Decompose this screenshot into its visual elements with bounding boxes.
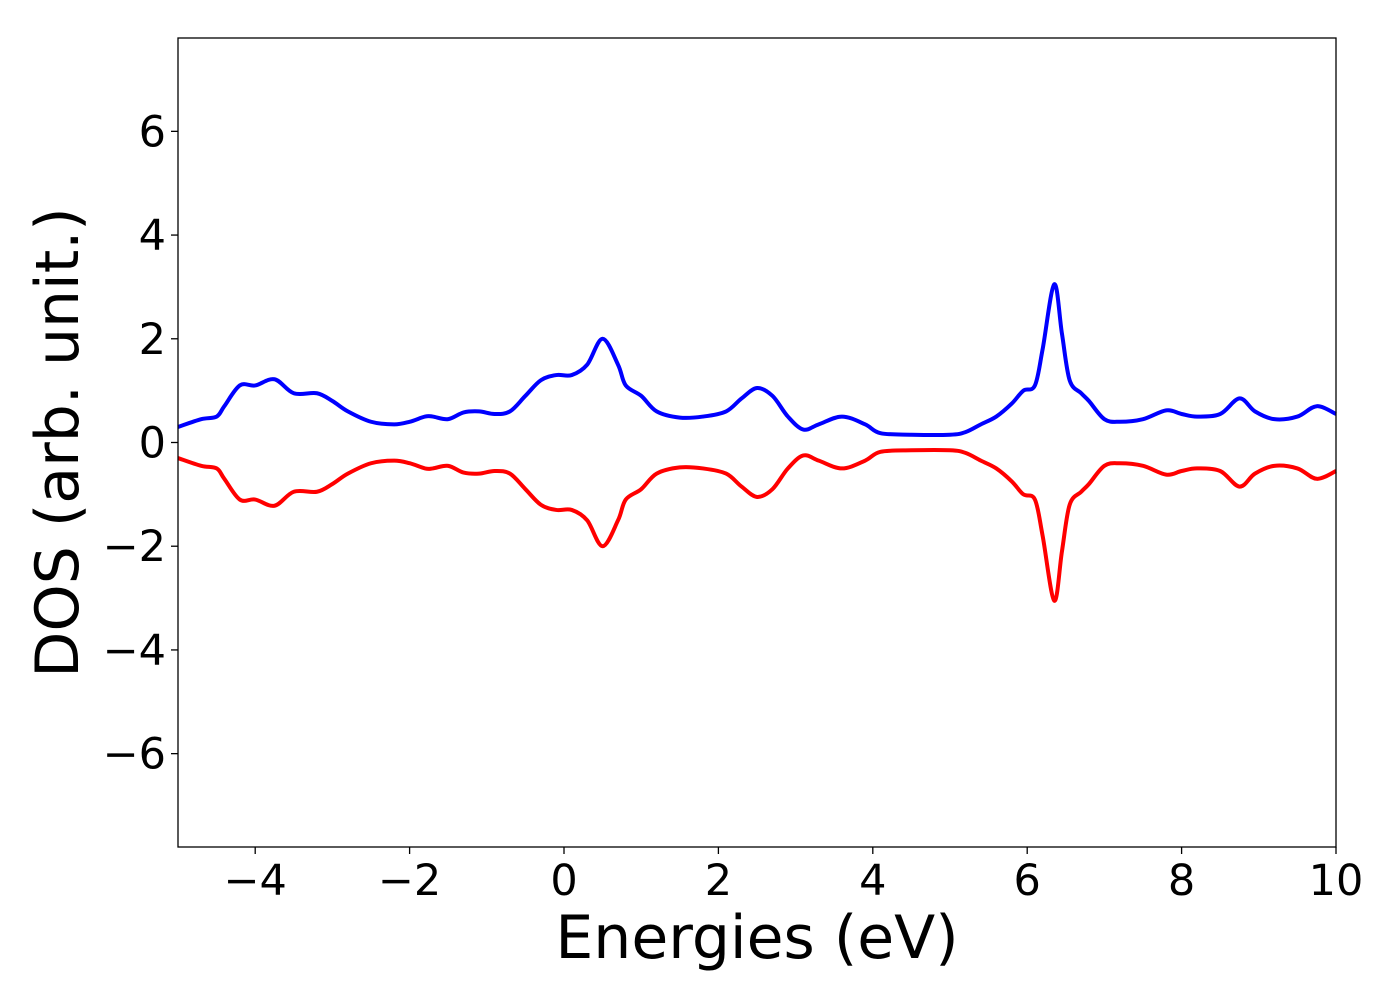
y-tick-label: 0 [139, 419, 166, 469]
y-axis-label: DOS (arb. unit.) [23, 207, 93, 677]
y-tick-label: −2 [103, 522, 166, 572]
x-tick-label: −4 [224, 856, 287, 906]
y-tick-label: −4 [103, 626, 166, 676]
x-axis-label: Energies (eV) [555, 903, 958, 973]
x-tick-label: 0 [550, 856, 577, 906]
y-tick-label: 4 [139, 211, 166, 261]
x-tick-label: −2 [378, 856, 441, 906]
dos-line-spin-down [177, 448, 1337, 603]
x-tick-label: 10 [1309, 856, 1364, 906]
ticks-layer: −4 −2 0 2 4 6 8 10 −6 −4 −2 0 2 4 6 [103, 107, 1364, 906]
x-tick-label: 4 [859, 856, 886, 906]
x-tick-label: 6 [1014, 856, 1041, 906]
x-tick-label: 8 [1168, 856, 1195, 906]
y-tick-label: 6 [139, 107, 166, 157]
y-tick-label: 2 [139, 315, 166, 365]
plot-frame [177, 37, 1337, 848]
x-tick-label: 2 [705, 856, 732, 906]
series-layer [177, 282, 1337, 603]
y-tick-label: −6 [103, 730, 166, 780]
dos-line-spin-up [177, 282, 1337, 437]
